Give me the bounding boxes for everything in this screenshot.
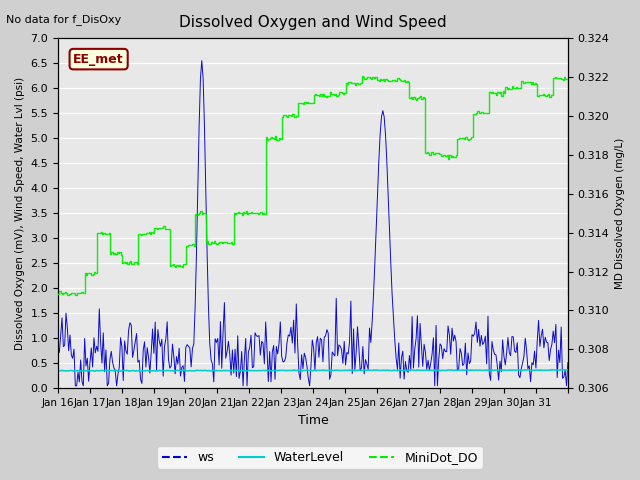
Text: No data for f_DisOxy: No data for f_DisOxy [6, 14, 122, 25]
Y-axis label: Dissolved Oxygen (mV), Wind Speed, Water Lvl (psi): Dissolved Oxygen (mV), Wind Speed, Water… [15, 77, 25, 350]
Title: Dissolved Oxygen and Wind Speed: Dissolved Oxygen and Wind Speed [179, 15, 447, 30]
Legend: ws, WaterLevel, MiniDot_DO: ws, WaterLevel, MiniDot_DO [157, 446, 483, 469]
Text: EE_met: EE_met [74, 53, 124, 66]
Y-axis label: MD Dissolved Oxygen (mg/L): MD Dissolved Oxygen (mg/L) [615, 138, 625, 289]
X-axis label: Time: Time [298, 414, 328, 427]
